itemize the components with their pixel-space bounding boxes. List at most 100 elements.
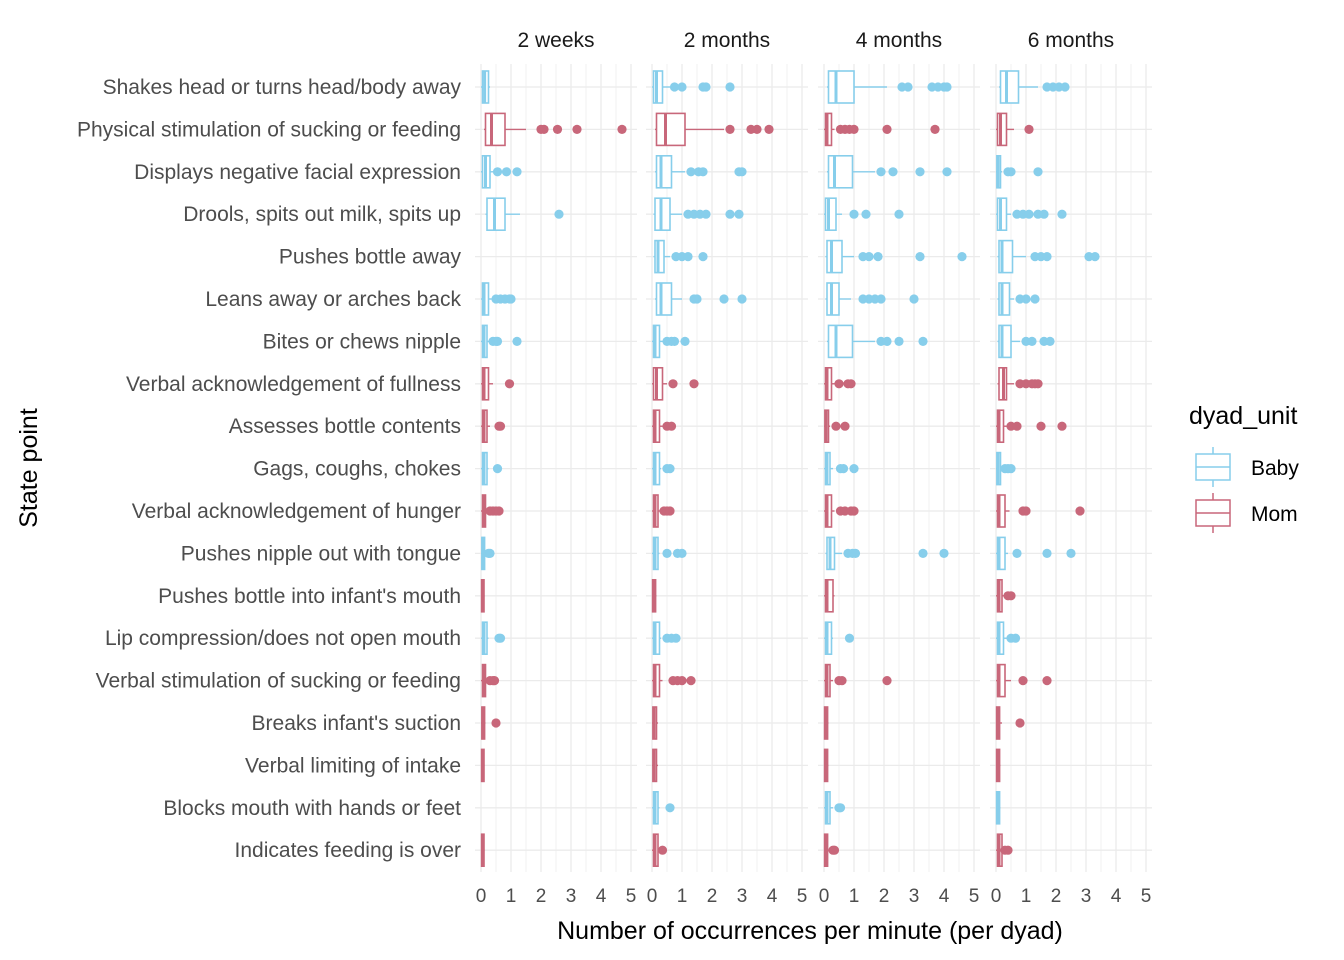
box-mom xyxy=(996,663,1052,698)
outlier-point xyxy=(692,294,702,304)
outlier-point xyxy=(494,506,504,516)
outlier-point xyxy=(849,506,859,516)
box-mom xyxy=(996,494,1085,528)
x-axis-title: Number of occurrences per minute (per dy… xyxy=(557,917,1063,945)
box-mom xyxy=(484,112,627,147)
y-axis-title: State point xyxy=(15,408,43,528)
outlier-point xyxy=(894,209,904,219)
box-mom xyxy=(652,494,675,528)
box-iqr xyxy=(824,197,837,231)
outlier-point xyxy=(495,421,506,431)
box-baby xyxy=(996,451,1016,486)
category-label: Verbal limiting of intake xyxy=(245,754,461,777)
x-tick-label: 1 xyxy=(849,886,860,907)
box-mom xyxy=(652,748,658,783)
box-iqr xyxy=(655,112,686,147)
outlier-point xyxy=(492,464,503,474)
x-tick-label: 2 xyxy=(879,886,890,907)
box-baby xyxy=(827,70,952,104)
outlier-point xyxy=(725,82,735,92)
box-baby xyxy=(997,324,1055,359)
box-baby xyxy=(996,155,1043,189)
outlier-point xyxy=(512,336,522,346)
box-iqr xyxy=(827,324,854,359)
category-label: Verbal acknowledgement of hunger xyxy=(132,500,461,523)
outlier-point xyxy=(834,379,844,389)
box-mom xyxy=(481,706,501,740)
panel-title: 2 weeks xyxy=(517,29,594,52)
box-mom xyxy=(652,833,668,868)
outlier-point xyxy=(686,167,696,177)
outlier-point xyxy=(882,676,892,686)
legend-label: Baby xyxy=(1251,457,1299,480)
outlier-point xyxy=(957,252,967,262)
outlier-point xyxy=(1030,294,1040,304)
x-tick-label: 2 xyxy=(536,886,547,907)
box-baby xyxy=(996,536,1076,571)
outlier-point xyxy=(495,633,506,643)
outlier-point xyxy=(1090,252,1100,262)
outlier-point xyxy=(1006,167,1016,177)
outlier-point xyxy=(1021,294,1031,304)
outlier-point xyxy=(701,209,711,219)
category-label: Pushes bottle into infant's mouth xyxy=(158,585,461,608)
box-baby xyxy=(652,621,681,656)
box-baby xyxy=(481,536,495,571)
outlier-point xyxy=(506,294,516,304)
box-mom xyxy=(823,748,829,783)
category-label: Bites or chews nipple xyxy=(263,330,461,353)
outlier-point xyxy=(665,464,675,474)
outlier-point xyxy=(1045,336,1055,346)
panel-1: 2 weeks 0 1 2 3 4 5 xyxy=(475,29,637,907)
outlier-point xyxy=(882,336,892,346)
outlier-point xyxy=(617,124,627,134)
category-label: Assesses bottle contents xyxy=(229,415,461,438)
category-label: Pushes nipple out with tongue xyxy=(181,542,461,565)
outlier-point xyxy=(861,209,871,219)
box-iqr xyxy=(827,70,855,104)
box-baby xyxy=(827,155,952,189)
box-baby xyxy=(825,282,919,316)
outlier-point xyxy=(1006,464,1016,474)
category-label: Verbal acknowledgement of fullness xyxy=(126,373,461,396)
outlier-point xyxy=(677,548,687,559)
category-label: Gags, coughs, chokes xyxy=(253,458,461,481)
outlier-point xyxy=(669,336,680,346)
box-mom xyxy=(823,833,840,868)
category-label: Pushes bottle away xyxy=(279,246,462,269)
x-tick-label: 0 xyxy=(819,886,830,907)
panel-title: 4 months xyxy=(856,29,942,52)
box-mom xyxy=(652,409,677,444)
outlier-point xyxy=(504,379,515,389)
box-iqr xyxy=(655,282,673,316)
box-mom xyxy=(481,366,515,401)
box-baby xyxy=(652,70,735,104)
outlier-point xyxy=(737,167,747,177)
box-iqr xyxy=(999,70,1020,104)
outlier-point xyxy=(876,294,886,304)
outlier-point xyxy=(1057,209,1067,219)
box-mom xyxy=(824,494,859,528)
box-baby xyxy=(997,239,1100,274)
category-label: Verbal stimulation of sucking or feeding xyxy=(96,670,461,693)
box-mom xyxy=(481,663,500,698)
panel-title: 6 months xyxy=(1028,29,1114,52)
outlier-point xyxy=(677,82,687,92)
outlier-point xyxy=(1033,167,1043,177)
category-label: Shakes head or turns head/body away xyxy=(103,76,462,99)
box-mom xyxy=(824,578,835,613)
box-mom xyxy=(652,366,699,401)
x-tick-label: 5 xyxy=(626,886,637,907)
x-tick-label: 0 xyxy=(647,886,658,907)
outlier-point xyxy=(1066,548,1076,559)
outlier-point xyxy=(849,464,859,474)
box-mom xyxy=(481,494,504,528)
outlier-point xyxy=(1003,845,1013,855)
legend: dyad_unit Baby Mom xyxy=(1189,402,1299,533)
x-tick-label: 3 xyxy=(909,886,920,907)
box-iqr xyxy=(998,282,1011,316)
box-baby xyxy=(655,155,747,189)
box-baby xyxy=(652,451,675,486)
